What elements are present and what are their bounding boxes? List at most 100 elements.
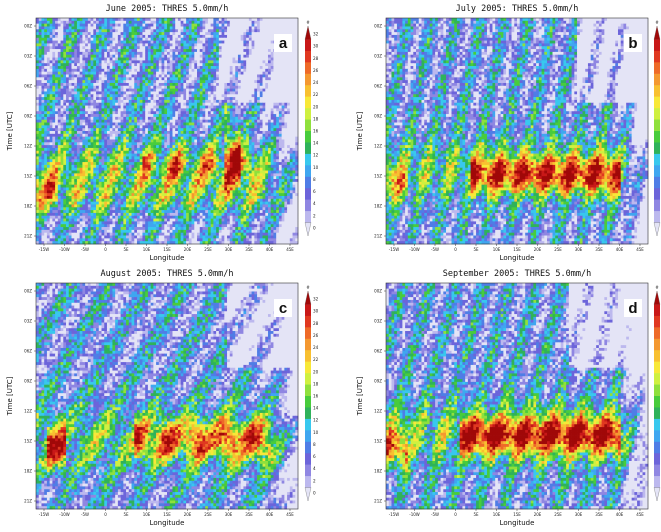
heatmap-cell — [224, 63, 228, 67]
heatmap-cell — [38, 97, 42, 101]
heatmap-cell — [229, 116, 233, 121]
heatmap-cell — [232, 139, 236, 143]
heatmap-cell — [49, 66, 53, 70]
heatmap-cell — [202, 105, 206, 109]
heatmap-cell — [229, 57, 233, 61]
heatmap-cell — [145, 63, 149, 67]
heatmap-cell — [205, 88, 209, 92]
heatmap-cell — [36, 57, 40, 61]
heatmap-cell — [216, 46, 220, 50]
heatmap-cell — [109, 29, 113, 33]
heatmap-cell — [270, 88, 274, 92]
heatmap-cell — [186, 99, 190, 104]
heatmap-cell — [147, 116, 151, 121]
heatmap-cell — [235, 139, 239, 143]
heatmap-cell — [227, 20, 231, 24]
heatmap-cell — [93, 74, 97, 78]
heatmap-cell — [136, 162, 141, 166]
heatmap-cell — [71, 20, 75, 24]
heatmap-cell — [36, 142, 40, 146]
heatmap-cell — [284, 150, 288, 154]
heatmap-cell — [66, 139, 70, 143]
heatmap-cell — [147, 37, 151, 41]
heatmap-cell — [287, 133, 291, 137]
heatmap-cell — [218, 105, 222, 109]
heatmap-cell — [115, 46, 119, 50]
heatmap-cell — [240, 60, 244, 64]
heatmap-cell — [213, 66, 217, 70]
heatmap-cell — [44, 60, 48, 64]
heatmap-cell — [246, 57, 250, 61]
heatmap-cell — [85, 20, 89, 24]
heatmap-cell — [145, 145, 149, 149]
heatmap-cell — [229, 133, 233, 137]
heatmap-cell — [221, 147, 225, 152]
heatmap-cell — [82, 54, 86, 58]
heatmap-cell — [147, 71, 151, 75]
heatmap-cell — [98, 66, 102, 70]
heatmap-cell — [235, 49, 239, 53]
heatmap-cell — [104, 34, 108, 39]
heatmap-cell — [216, 145, 220, 149]
heatmap-cell — [191, 80, 195, 84]
heatmap-cell — [123, 66, 127, 70]
heatmap-cell — [191, 57, 195, 61]
heatmap-cell — [153, 63, 157, 67]
heatmap-cell — [194, 111, 198, 115]
heatmap-cell — [68, 57, 72, 61]
heatmap-cell — [57, 68, 61, 73]
heatmap-cell — [156, 57, 160, 61]
heatmap-cell — [254, 133, 258, 137]
heatmap-cell — [161, 71, 165, 75]
heatmap-cell — [98, 150, 102, 154]
heatmap-cell — [213, 114, 217, 118]
heatmap-cell — [257, 131, 261, 135]
heatmap-cell — [153, 145, 157, 149]
heatmap-cell — [161, 145, 165, 149]
heatmap-cell — [284, 51, 288, 56]
heatmap-cell — [96, 63, 100, 67]
heatmap-cell — [87, 57, 91, 61]
heatmap-cell — [145, 68, 149, 73]
heatmap-cell — [106, 37, 111, 41]
heatmap-cell — [158, 26, 162, 30]
heatmap-cell — [188, 125, 192, 129]
heatmap-cell — [98, 43, 102, 47]
heatmap-cell — [63, 156, 67, 160]
heatmap-cell — [79, 156, 83, 160]
heatmap-cell — [186, 80, 190, 84]
heatmap-cell — [117, 102, 121, 106]
heatmap-cell — [229, 162, 233, 166]
heatmap-cell — [158, 29, 162, 33]
heatmap-cell — [243, 131, 247, 135]
heatmap-cell — [79, 60, 83, 64]
heatmap-cell — [96, 105, 100, 109]
heatmap-cell — [295, 20, 299, 24]
heatmap-cell — [169, 26, 173, 30]
heatmap-cell — [49, 133, 53, 137]
heatmap-cell — [218, 49, 222, 53]
heatmap-cell — [216, 91, 220, 95]
heatmap-cell — [71, 49, 75, 53]
heatmap-cell — [259, 46, 263, 50]
heatmap-cell — [169, 54, 173, 58]
heatmap-cell — [281, 29, 285, 33]
heatmap-cell — [41, 108, 45, 112]
heatmap-cell — [213, 131, 217, 135]
heatmap-cell — [38, 82, 42, 87]
heatmap-cell — [259, 114, 263, 118]
heatmap-cell — [227, 40, 231, 44]
heatmap-cell — [55, 82, 59, 87]
heatmap-cell — [52, 18, 56, 22]
heatmap-cell — [243, 68, 247, 73]
heatmap-cell — [74, 150, 78, 154]
heatmap-cell — [76, 91, 81, 95]
heatmap-cell — [71, 37, 75, 41]
heatmap-cell — [101, 142, 105, 146]
heatmap-cell — [98, 111, 102, 115]
heatmap-cell — [74, 77, 78, 81]
heatmap-cell — [147, 57, 151, 61]
heatmap-cell — [36, 153, 40, 157]
heatmap-cell — [49, 147, 53, 152]
heatmap-cell — [278, 145, 282, 149]
